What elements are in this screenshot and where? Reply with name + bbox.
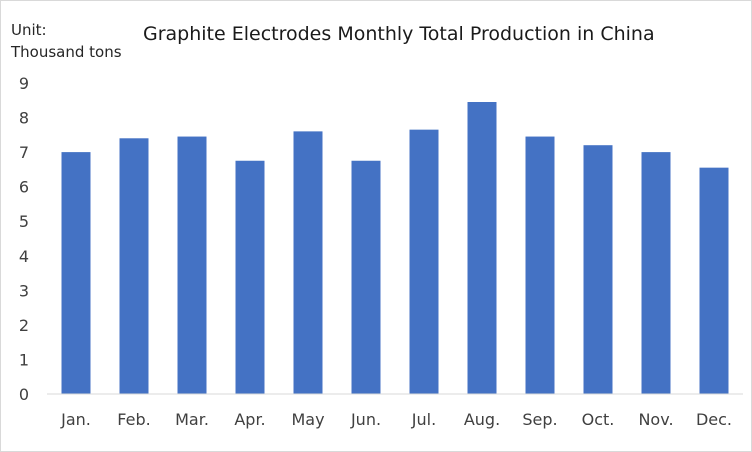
bar-may — [293, 131, 323, 394]
x-tick-label: May — [291, 410, 324, 429]
y-tick-label: 0 — [19, 385, 29, 404]
bar-dec — [699, 167, 729, 394]
bar-apr — [235, 160, 265, 394]
bar-mar — [177, 136, 207, 395]
y-tick-label: 9 — [19, 74, 29, 93]
y-tick-label: 7 — [19, 143, 29, 162]
x-tick-label: Dec. — [696, 410, 732, 429]
x-tick-label: Jun. — [350, 410, 381, 429]
chart-title: Graphite Electrodes Monthly Total Produc… — [143, 23, 655, 45]
y-tick-label: 2 — [19, 316, 29, 335]
bar-sep — [525, 136, 555, 395]
x-tick-label: Apr. — [234, 410, 265, 429]
bar-jun — [351, 160, 381, 394]
x-tick-label: Mar. — [175, 410, 209, 429]
y-tick-label: 5 — [19, 212, 29, 231]
x-tick-label: Jul. — [411, 410, 436, 429]
y-tick-label: 1 — [19, 350, 29, 369]
x-tick-label: Sep. — [522, 410, 557, 429]
x-tick-label: Jan. — [60, 410, 91, 429]
y-tick-label: 8 — [19, 109, 29, 128]
y-tick-label: 3 — [19, 281, 29, 300]
x-tick-label: Nov. — [638, 410, 673, 429]
bar-aug — [467, 102, 497, 394]
bar-jan — [61, 152, 91, 394]
y-tick-label: 4 — [19, 247, 29, 266]
unit-label-line-2: Thousand tons — [11, 43, 122, 61]
bar-nov — [641, 152, 671, 394]
bar-oct — [583, 145, 613, 394]
bar-feb — [119, 138, 149, 394]
unit-label: Unit: Thousand tons — [11, 19, 122, 63]
unit-label-line-1: Unit: — [11, 21, 47, 39]
x-tick-label: Feb. — [117, 410, 150, 429]
x-tick-label: Aug. — [464, 410, 500, 429]
x-tick-label: Oct. — [582, 410, 615, 429]
bar-jul — [409, 129, 439, 394]
y-tick-label: 6 — [19, 178, 29, 197]
